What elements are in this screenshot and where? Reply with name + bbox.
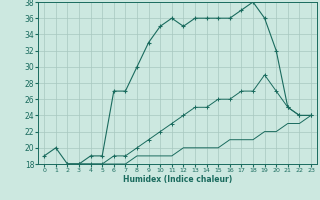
X-axis label: Humidex (Indice chaleur): Humidex (Indice chaleur) xyxy=(123,175,232,184)
